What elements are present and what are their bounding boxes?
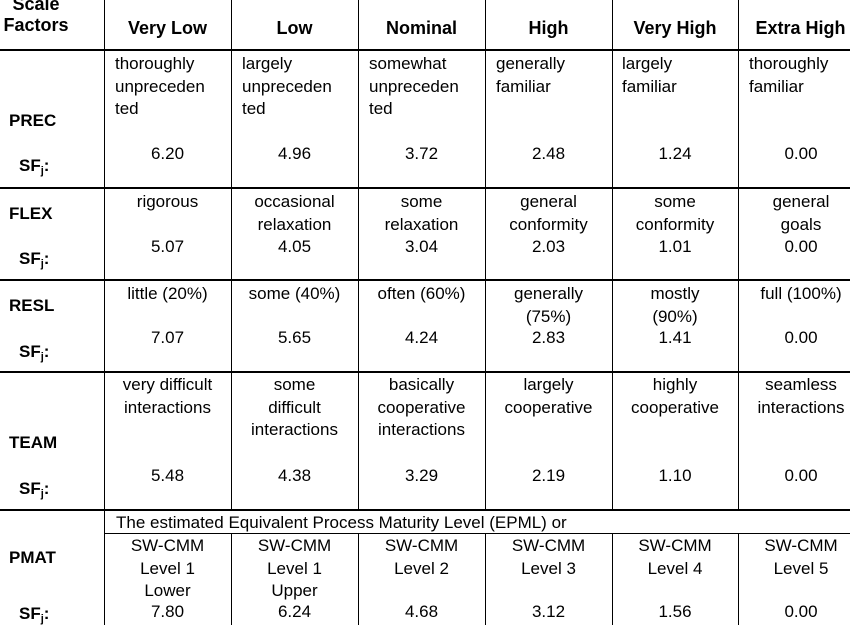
flex-value-low: 4.05 (277, 237, 312, 256)
pmat-desc-extra-high: SW-CMM Level 5 (764, 536, 838, 578)
header-very-high: Very High (633, 18, 717, 38)
team-value-very-low: 5.48 (150, 466, 185, 485)
col-divider (738, 534, 739, 625)
resl-value-nominal: 4.24 (404, 328, 439, 347)
resl-desc-high: generally (75%) (514, 284, 583, 326)
col-divider (231, 534, 232, 625)
sf-label: SFj: (19, 479, 50, 500)
prec-value-low: 4.96 (277, 144, 312, 163)
col-divider (485, 0, 486, 510)
col-divider (612, 0, 613, 510)
team-value-nominal: 3.29 (404, 466, 439, 485)
flex-desc-very-low: rigorous (136, 192, 199, 211)
prec-value-high: 2.48 (531, 144, 566, 163)
flex-desc-low: occasional relaxation (254, 192, 335, 234)
flex-value-very-low: 5.07 (150, 237, 185, 256)
header-high: High (528, 18, 569, 38)
resl-value-low: 5.65 (277, 328, 312, 347)
prec-desc-high: generally familiar (496, 54, 565, 96)
header-low: Low (276, 18, 313, 38)
row-name-resl: RESL (9, 296, 55, 315)
prec-desc-very-high: largely familiar (622, 54, 677, 96)
pmat-value-high: 3.12 (531, 602, 566, 621)
header-scale-factors: Scale Factors (3, 0, 69, 35)
prec-desc-extra-high: thoroughly familiar (749, 54, 829, 96)
team-value-extra-high: 0.00 (784, 466, 818, 485)
rule-flex-bottom (0, 279, 850, 281)
team-desc-very-low: very difficult interactions (122, 375, 213, 417)
pmat-note: The estimated Equivalent Process Maturit… (116, 513, 567, 532)
col-divider (612, 534, 613, 625)
flex-desc-nominal: some relaxation (384, 192, 459, 234)
col-divider (104, 0, 105, 625)
resl-desc-very-high: mostly (90%) (650, 284, 700, 326)
resl-value-extra-high: 0.00 (784, 328, 818, 347)
prec-value-very-high: 1.24 (658, 144, 692, 163)
col-divider (231, 0, 232, 510)
resl-desc-very-low: little (20%) (127, 284, 208, 303)
prec-value-nominal: 3.72 (404, 144, 439, 163)
team-desc-very-high: highly cooperative (631, 375, 719, 417)
col-divider (485, 534, 486, 625)
pmat-value-extra-high: 0.00 (784, 602, 818, 621)
pmat-desc-very-high: SW-CMM Level 4 (638, 536, 712, 578)
team-desc-nominal: basically cooperative interactions (377, 375, 466, 439)
team-desc-high: largely cooperative (504, 375, 593, 417)
flex-desc-high: general conformity (509, 192, 588, 234)
pmat-desc-very-low: SW-CMM Level 1 Lower (130, 536, 205, 600)
resl-value-high: 2.83 (531, 328, 566, 347)
header-nominal: Nominal (385, 18, 457, 38)
flex-desc-extra-high: general goals (772, 192, 830, 234)
rule-prec-bottom (0, 187, 850, 189)
row-name-flex: FLEX (9, 204, 53, 223)
resl-desc-extra-high: full (100%) (760, 284, 842, 303)
flex-value-extra-high: 0.00 (784, 237, 818, 256)
sf-label: SFj: (19, 342, 50, 363)
prec-desc-nominal: somewhat unpreceden ted (369, 54, 459, 118)
prec-desc-low: largely unpreceden ted (242, 54, 332, 118)
resl-desc-low: some (40%) (248, 284, 341, 303)
team-value-high: 2.19 (531, 466, 566, 485)
pmat-desc-nominal: SW-CMM Level 2 (384, 536, 459, 578)
flex-value-nominal: 3.04 (404, 237, 439, 256)
pmat-value-low: 6.24 (277, 602, 312, 621)
prec-value-extra-high: 0.00 (784, 144, 818, 163)
sf-label: SFj: (19, 156, 50, 177)
pmat-desc-low: SW-CMM Level 1 Upper (257, 536, 332, 600)
flex-desc-very-high: some conformity (635, 192, 715, 234)
rule-header-bottom (0, 49, 850, 51)
team-desc-extra-high: seamless interactions (757, 375, 845, 417)
prec-value-very-low: 6.20 (150, 144, 185, 163)
pmat-value-very-low: 7.80 (150, 602, 185, 621)
team-desc-low: some difficult interactions (251, 375, 338, 439)
sf-label: SFj: (19, 249, 50, 270)
row-name-pmat: PMAT (9, 548, 56, 567)
resl-value-very-high: 1.41 (658, 328, 692, 347)
col-divider (358, 0, 359, 510)
row-name-prec: PREC (9, 111, 57, 130)
pmat-value-very-high: 1.56 (658, 602, 692, 621)
flex-value-very-high: 1.01 (658, 237, 692, 256)
pmat-desc-high: SW-CMM Level 3 (511, 536, 586, 578)
header-very-low: Very Low (127, 18, 208, 38)
team-value-very-high: 1.10 (658, 466, 692, 485)
header-extra-high: Extra High (755, 18, 846, 38)
resl-desc-nominal: often (60%) (377, 284, 466, 303)
sf-label: SFj: (19, 604, 50, 625)
rule-pmat-note-bottom (104, 533, 850, 534)
row-name-team: TEAM (9, 433, 58, 452)
col-divider (738, 0, 739, 510)
rule-resl-bottom (0, 371, 850, 373)
resl-value-very-low: 7.07 (150, 328, 185, 347)
prec-desc-very-low: thoroughly unpreceden ted (115, 54, 205, 118)
col-divider (358, 534, 359, 625)
pmat-value-nominal: 4.68 (404, 602, 439, 621)
flex-value-high: 2.03 (531, 237, 566, 256)
rule-team-bottom (0, 509, 850, 511)
team-value-low: 4.38 (277, 466, 312, 485)
